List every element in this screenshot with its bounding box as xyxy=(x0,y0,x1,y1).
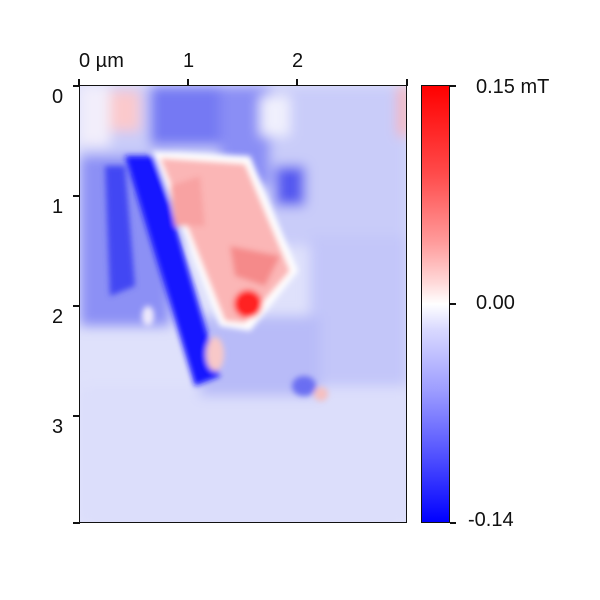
x-tick-2 xyxy=(296,79,298,86)
y-tick-label-3: 3 xyxy=(52,416,64,438)
colorbar xyxy=(421,85,450,523)
x-tick-label-2: 2 xyxy=(292,50,304,72)
colorbar-label-zero: 0.00 xyxy=(476,292,515,314)
x-tick-0 xyxy=(78,79,80,86)
x-tick-1 xyxy=(187,79,189,86)
colorbar-label-max: 0.15 mT xyxy=(476,76,550,98)
colorbar-tick-top xyxy=(450,85,456,87)
x-tick-label-0: 0 µm xyxy=(79,50,124,72)
x-tick-label-1: 1 xyxy=(183,50,195,72)
y-tick-label-2: 2 xyxy=(52,306,64,328)
y-tick-1 xyxy=(73,195,80,197)
y-tick-label-1: 1 xyxy=(52,196,64,218)
magnetic-field-map xyxy=(79,85,407,523)
colorbar-tick-mid xyxy=(450,303,456,305)
y-tick-end xyxy=(73,522,80,524)
y-tick-2 xyxy=(73,305,80,307)
y-tick-label-0: 0 xyxy=(52,86,64,108)
x-tick-end xyxy=(406,79,408,86)
y-tick-3 xyxy=(73,415,80,417)
y-tick-0 xyxy=(73,85,80,87)
heatmap-image xyxy=(80,86,406,522)
colorbar-label-min: -0.14 xyxy=(468,509,514,531)
colorbar-tick-bottom xyxy=(450,522,456,524)
